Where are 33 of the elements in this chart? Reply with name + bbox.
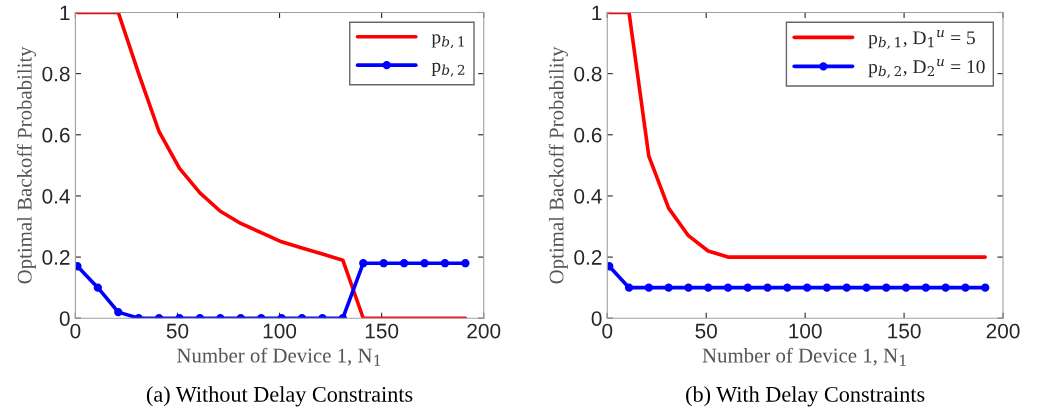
legend-label: p$_{b,2}$ bbox=[431, 62, 465, 77]
legend-label: p$_{b,1}$ bbox=[431, 34, 464, 49]
x-axis-title: Number of Device 1, N$_{1}$ bbox=[177, 347, 380, 366]
y-axis-title: Optimal Backoff Probability bbox=[16, 46, 37, 284]
line-series bbox=[607, 12, 988, 259]
x-tick-label: 50 bbox=[166, 323, 189, 339]
y-tick-label: 0.8 bbox=[574, 66, 602, 82]
legend-label: p$_{b,1}$, D$_{1}$$^{u}$ = 5 bbox=[868, 29, 975, 49]
x-tick-label: 200 bbox=[986, 323, 1020, 339]
text: (a) Without Delay Constraints bbox=[146, 386, 413, 407]
x-axis-title: Number of Device 1, N$_{1}$ bbox=[702, 347, 906, 366]
x-tick-label: 50 bbox=[695, 323, 717, 339]
x-tick-label: 100 bbox=[263, 323, 297, 339]
y-tick-label: 0.8 bbox=[42, 66, 70, 82]
x-tick-label: 0 bbox=[602, 323, 613, 339]
x-tick-label: 150 bbox=[888, 323, 921, 339]
y-tick-label: 0.2 bbox=[574, 250, 602, 265]
y-tick-label: 0 bbox=[591, 311, 602, 326]
x-tick-label: 0 bbox=[70, 323, 81, 339]
y-tick-label: 0.4 bbox=[574, 188, 602, 204]
legend-label: p$_{b,2}$, D$_{2}$$^{u}$ = 10 bbox=[868, 58, 985, 78]
x-tick-label: 150 bbox=[365, 323, 399, 339]
y-tick-label: 0.4 bbox=[42, 188, 70, 204]
y-tick-label: 0.2 bbox=[42, 250, 70, 265]
y-tick-label: 1 bbox=[592, 5, 602, 21]
text: (b) With Delay Constraints bbox=[686, 386, 925, 407]
y-axis-title: Optimal Backoff Probability bbox=[548, 46, 568, 284]
y-tick-label: 1 bbox=[60, 5, 70, 21]
x-tick-label: 100 bbox=[789, 323, 822, 339]
y-tick-label: 0 bbox=[59, 311, 70, 326]
y-tick-label: 0.6 bbox=[42, 127, 70, 143]
x-tick-label: 200 bbox=[467, 323, 501, 339]
y-tick-label: 0.6 bbox=[574, 127, 602, 143]
